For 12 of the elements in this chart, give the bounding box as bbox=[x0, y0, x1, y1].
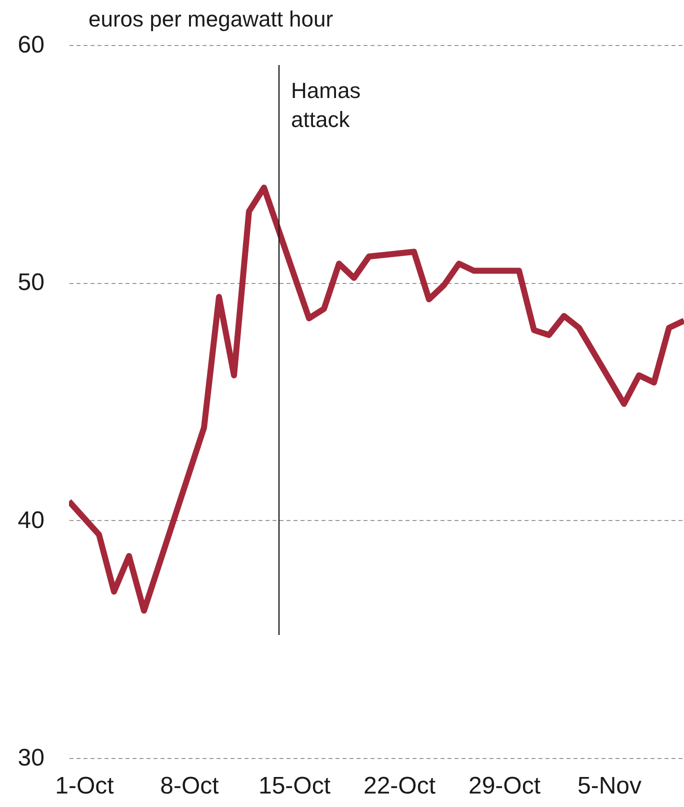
y-tick-label: 30 bbox=[18, 744, 44, 772]
x-tick-label: 29-Oct bbox=[468, 772, 541, 800]
x-tick-label: 1-Oct bbox=[55, 772, 114, 800]
x-tick-label: 22-Oct bbox=[363, 772, 436, 800]
x-tick-label: 8-Oct bbox=[160, 772, 220, 800]
ref-line-label: Hamas attack bbox=[291, 78, 361, 132]
y-tick-label: 60 bbox=[18, 32, 44, 58]
x-tick-label: 5-Nov bbox=[577, 772, 642, 800]
x-tick-label: 15-Oct bbox=[258, 772, 331, 800]
y-axis-title: euros per megawatt hour bbox=[88, 6, 334, 32]
y-tick-label: 40 bbox=[18, 506, 44, 534]
y-tick-label: 50 bbox=[18, 269, 44, 296]
